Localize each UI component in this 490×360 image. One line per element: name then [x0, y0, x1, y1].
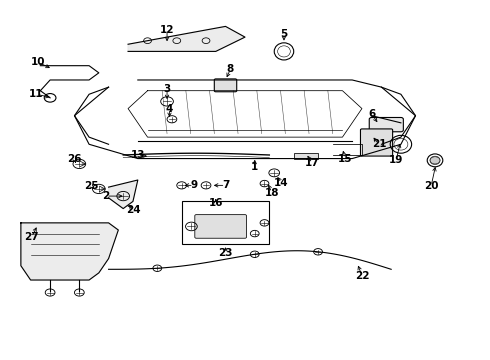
Text: 10: 10	[31, 57, 45, 67]
Bar	[294, 153, 318, 158]
Text: 23: 23	[218, 248, 233, 258]
Bar	[182, 202, 270, 244]
Text: 24: 24	[125, 205, 140, 215]
Text: 14: 14	[274, 178, 289, 188]
Text: 12: 12	[160, 25, 174, 35]
Text: 8: 8	[227, 64, 234, 74]
FancyBboxPatch shape	[361, 129, 392, 156]
Text: 7: 7	[222, 180, 229, 190]
Polygon shape	[128, 26, 245, 51]
Text: 15: 15	[338, 154, 352, 163]
Text: 25: 25	[84, 181, 99, 191]
Text: 13: 13	[130, 150, 145, 160]
Polygon shape	[109, 180, 138, 208]
Text: 6: 6	[368, 109, 375, 119]
Text: 18: 18	[265, 188, 279, 198]
Text: 27: 27	[24, 232, 39, 242]
Text: 11: 11	[29, 89, 44, 99]
Text: 9: 9	[190, 180, 197, 190]
FancyBboxPatch shape	[214, 79, 237, 92]
Text: 4: 4	[166, 104, 173, 113]
FancyBboxPatch shape	[195, 215, 246, 238]
Text: 20: 20	[424, 181, 439, 191]
Text: 21: 21	[372, 139, 386, 149]
Text: 17: 17	[305, 158, 319, 168]
Text: 22: 22	[355, 271, 369, 281]
Circle shape	[430, 157, 440, 164]
Text: 16: 16	[209, 198, 223, 208]
Text: 1: 1	[251, 162, 258, 172]
FancyBboxPatch shape	[369, 117, 403, 132]
Text: 3: 3	[164, 84, 171, 94]
Text: 5: 5	[280, 28, 288, 39]
Text: 2: 2	[102, 191, 110, 201]
Text: 19: 19	[389, 156, 403, 165]
Text: 26: 26	[67, 154, 82, 164]
Polygon shape	[21, 223, 118, 280]
